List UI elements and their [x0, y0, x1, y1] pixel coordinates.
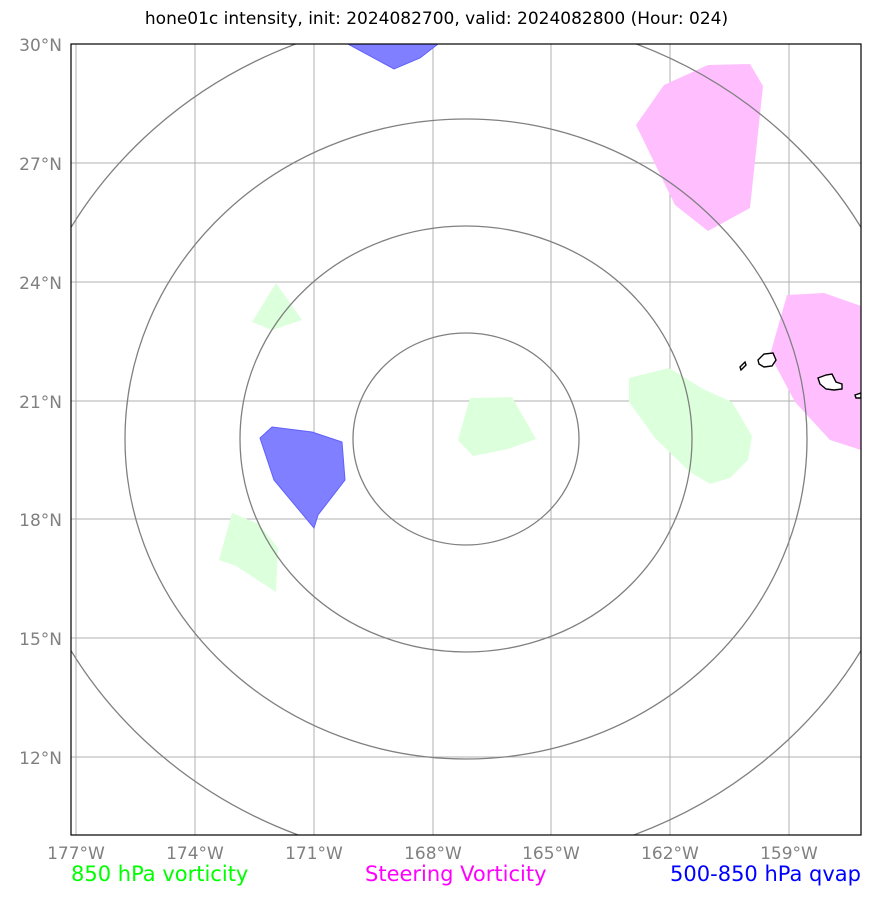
range-ring [239, 225, 693, 653]
island-outline [817, 373, 843, 391]
range-rings [71, 44, 861, 835]
lat-tick-label: 12°N [19, 749, 62, 769]
lon-tick-label: 159°W [760, 844, 818, 864]
steering-areas [636, 64, 861, 450]
lon-tick-label: 168°W [404, 844, 462, 864]
lat-tick-label: 30°N [19, 36, 62, 56]
steering-area [636, 64, 763, 231]
lat-tick-label: 15°N [19, 630, 62, 650]
lon-tick-labels: 177°W 174°W 171°W 168°W 165°W 162°W 159°… [47, 844, 818, 864]
vort850-areas [219, 283, 752, 592]
lon-tick-label: 177°W [47, 844, 105, 864]
vort850-area [629, 368, 752, 484]
legend-steering: Steering Vorticity [365, 862, 547, 886]
coastline [739, 352, 861, 399]
range-ring [124, 118, 808, 760]
qvap-area [259, 426, 346, 530]
vort850-area [252, 283, 302, 330]
qvap-areas [259, 44, 439, 530]
lon-tick-label: 165°W [522, 844, 580, 864]
vort850-area [458, 397, 536, 456]
lat-tick-label: 27°N [19, 155, 62, 175]
legend-qvap: 500-850 hPa qvap [670, 862, 861, 886]
lat-tick-labels: 30°N 27°N 24°N 21°N 18°N 15°N 12°N [19, 36, 62, 769]
qvap-area [347, 44, 439, 70]
island-outline [854, 392, 861, 399]
plot-border [70, 43, 862, 836]
lat-tick-label: 18°N [19, 511, 62, 531]
map-title: hone01c intensity, init: 2024082700, val… [144, 9, 729, 29]
island-outline [739, 360, 747, 372]
legend-vort850: 850 hPa vorticity [71, 862, 249, 886]
lon-tick-label: 162°W [641, 844, 699, 864]
lat-tick-label: 24°N [19, 274, 62, 294]
range-ring [352, 332, 580, 546]
island-outline [757, 352, 777, 368]
lon-tick-label: 171°W [285, 844, 343, 864]
steering-area [770, 293, 861, 450]
lon-tick-label: 174°W [166, 844, 224, 864]
lat-tick-label: 21°N [19, 393, 62, 413]
